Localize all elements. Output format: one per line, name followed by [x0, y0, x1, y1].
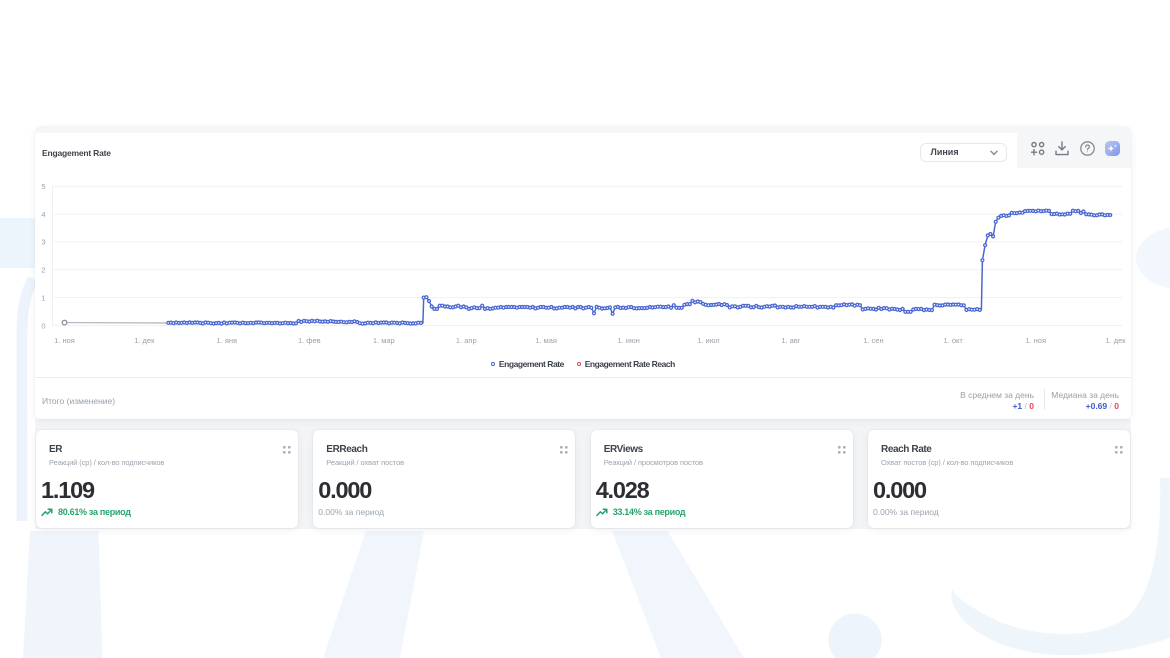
svg-text:1. ноя: 1. ноя [1025, 336, 1046, 345]
svg-text:1. дек: 1. дек [134, 336, 155, 345]
svg-text:0: 0 [41, 321, 45, 330]
svg-text:2: 2 [41, 266, 45, 275]
svg-text:5: 5 [41, 182, 45, 191]
svg-text:1. июн: 1. июн [617, 336, 639, 345]
svg-text:1. сен: 1. сен [863, 336, 883, 345]
svg-text:1. апр: 1. апр [456, 336, 477, 345]
svg-text:1: 1 [41, 293, 45, 302]
svg-text:1. мая: 1. мая [535, 336, 557, 345]
svg-text:1. окт: 1. окт [944, 336, 964, 345]
svg-text:1. авг: 1. авг [781, 336, 800, 345]
svg-text:3: 3 [41, 238, 45, 247]
svg-text:1. мар: 1. мар [373, 336, 395, 345]
svg-text:1. янв: 1. янв [217, 336, 238, 345]
svg-text:1. дек: 1. дек [1105, 336, 1126, 345]
svg-text:4: 4 [41, 210, 45, 219]
svg-text:1. ноя: 1. ноя [54, 336, 75, 345]
svg-text:1. фев: 1. фев [298, 336, 321, 345]
svg-text:1. июл: 1. июл [697, 336, 719, 345]
